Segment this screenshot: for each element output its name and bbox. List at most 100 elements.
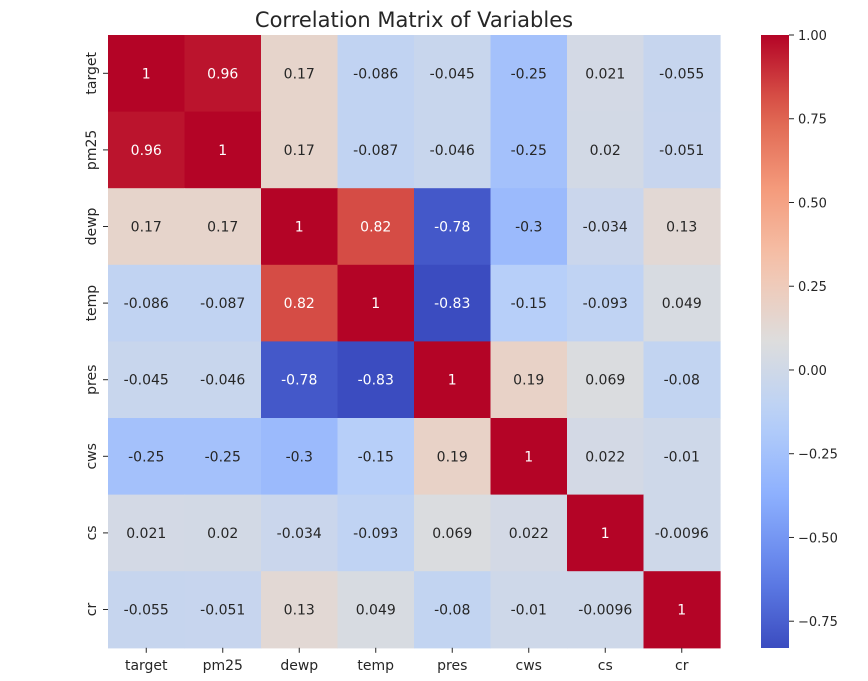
- colorbar-tick-label: −0.50: [798, 531, 838, 546]
- heatmap-cell: [337, 35, 415, 113]
- cell-value-label: -0.034: [277, 526, 322, 542]
- y-tick-label: target: [84, 52, 100, 95]
- heatmap-cell: [414, 571, 492, 649]
- heatmap-cell: [261, 188, 339, 266]
- heatmap-cell: [337, 264, 415, 342]
- cell-value-label: 1: [218, 143, 227, 159]
- heatmap-cell: [261, 418, 339, 496]
- cell-value-label: 0.82: [284, 296, 315, 312]
- heatmap-cell: [108, 418, 186, 496]
- cell-value-label: -0.15: [511, 296, 547, 312]
- y-tick-label: cs: [84, 525, 100, 540]
- colorbar-tick-label: 0.75: [798, 113, 827, 128]
- cell-value-label: 0.021: [585, 66, 625, 82]
- cell-value-label: -0.83: [358, 373, 394, 389]
- y-tick-label: temp: [84, 285, 100, 322]
- cell-value-label: 0.022: [509, 526, 549, 542]
- x-tick-label: temp: [357, 658, 394, 674]
- cell-value-label: -0.83: [434, 296, 470, 312]
- heatmap-cell: [108, 35, 186, 113]
- cell-value-label: -0.78: [434, 220, 470, 236]
- heatmap-cell: [184, 418, 262, 496]
- cell-value-label: -0.0096: [578, 603, 632, 619]
- y-tick-label: pres: [84, 365, 100, 395]
- cell-value-label: 0.17: [207, 220, 238, 236]
- x-tick-label: pm25: [203, 658, 243, 674]
- y-tick-label: cws: [84, 443, 100, 469]
- colorbar-tick-label: 0.25: [798, 280, 827, 295]
- cell-value-label: -0.045: [430, 66, 475, 82]
- cell-value-label: -0.15: [358, 449, 394, 465]
- cell-value-label: 0.96: [207, 66, 238, 82]
- cell-value-label: -0.08: [664, 373, 700, 389]
- cell-value-label: -0.086: [353, 66, 398, 82]
- heatmap-cell: [414, 35, 492, 113]
- cell-value-label: -0.051: [659, 143, 704, 159]
- colorbar-tick-label: −0.75: [798, 615, 838, 630]
- x-tick-label: cws: [516, 658, 542, 674]
- colorbar-tick-label: 0.00: [798, 364, 827, 379]
- cell-value-label: -0.034: [583, 220, 628, 236]
- heatmap-cell: [108, 494, 186, 572]
- colorbar-tick-label: −0.25: [798, 448, 838, 463]
- cell-value-label: 0.17: [284, 66, 315, 82]
- heatmap-cell: [414, 418, 492, 496]
- heatmap-cell: [567, 35, 645, 113]
- heatmap-cell: [108, 341, 186, 419]
- cell-value-label: -0.25: [511, 66, 547, 82]
- heatmap-cell: [337, 111, 415, 189]
- heatmap-cell: [643, 264, 721, 342]
- heatmap-cell: [643, 111, 721, 189]
- y-tick-label: dewp: [84, 207, 100, 245]
- heatmap-cell: [108, 111, 186, 189]
- heatmap-cell: [108, 264, 186, 342]
- colorbar-tick-label: 1.00: [798, 29, 827, 44]
- heatmap-cell: [261, 111, 339, 189]
- cell-value-label: -0.25: [511, 143, 547, 159]
- heatmap-cell: [490, 341, 568, 419]
- heatmap-cell: [108, 571, 186, 649]
- heatmap-cell: [567, 188, 645, 266]
- heatmap-cell: [567, 111, 645, 189]
- heatmap-cell: [184, 494, 262, 572]
- cell-value-label: 0.13: [284, 603, 315, 619]
- cell-value-label: -0.3: [515, 220, 542, 236]
- cell-value-label: -0.01: [511, 603, 547, 619]
- heatmap-cell: [261, 341, 339, 419]
- heatmap-cell: [490, 188, 568, 266]
- heatmap-cell: [108, 188, 186, 266]
- cell-value-label: -0.087: [200, 296, 245, 312]
- cell-value-label: 0.96: [131, 143, 162, 159]
- heatmap-cell: [567, 418, 645, 496]
- heatmap-cell: [184, 571, 262, 649]
- cell-value-label: 0.049: [662, 296, 702, 312]
- cell-value-label: 1: [295, 220, 304, 236]
- heatmap-cell: [184, 264, 262, 342]
- cell-value-label: -0.0096: [655, 526, 709, 542]
- cell-value-label: 0.022: [585, 449, 625, 465]
- heatmap-cell: [337, 188, 415, 266]
- cell-value-label: 0.19: [513, 373, 544, 389]
- heatmap-cell: [490, 571, 568, 649]
- cell-value-label: 0.17: [131, 220, 162, 236]
- heatmap-cell: [643, 418, 721, 496]
- heatmap-cell: [643, 188, 721, 266]
- heatmap-cell: [490, 494, 568, 572]
- cell-value-label: -0.01: [664, 449, 700, 465]
- cell-value-label: -0.78: [281, 373, 317, 389]
- colorbar-gradient: [761, 35, 789, 648]
- cell-value-label: -0.086: [124, 296, 169, 312]
- colorbar: 1.00 0.75 0.50 0.25 0.00 −0.25 −0.50 −0.75: [761, 29, 838, 648]
- x-tick-label: cs: [598, 658, 613, 674]
- heatmap-cell: [261, 264, 339, 342]
- cell-value-label: -0.055: [124, 603, 169, 619]
- heatmap-cell: [567, 264, 645, 342]
- cell-value-label: -0.093: [353, 526, 398, 542]
- x-tick-label: dewp: [280, 658, 318, 674]
- cell-value-label: 1: [448, 373, 457, 389]
- heatmap-cell: [414, 494, 492, 572]
- cell-value-label: -0.08: [434, 603, 470, 619]
- heatmap-cell: [490, 418, 568, 496]
- heatmap-cell: [184, 188, 262, 266]
- heatmap-cell: [490, 264, 568, 342]
